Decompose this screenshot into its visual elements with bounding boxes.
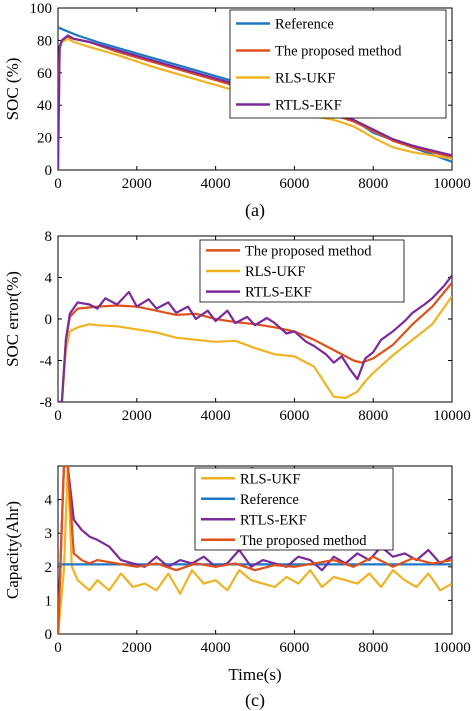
series-line-proposed bbox=[58, 466, 452, 634]
legend-box bbox=[229, 9, 447, 119]
x-axis-label: Time(s) bbox=[228, 665, 281, 684]
x-tick-label: 6000 bbox=[279, 640, 309, 656]
y-tick-label: -4 bbox=[40, 354, 53, 370]
y-tick-label: 0 bbox=[45, 627, 53, 643]
y-tick-label: 40 bbox=[37, 98, 52, 114]
y-tick-label: 80 bbox=[37, 33, 52, 49]
x-tick-label: 6000 bbox=[279, 176, 309, 192]
legend-entry-label: The proposed method bbox=[245, 243, 372, 259]
y-tick-label: 4 bbox=[45, 271, 53, 287]
x-tick-label: 8000 bbox=[358, 408, 388, 424]
panel-caption: (c) bbox=[245, 690, 265, 711]
legend-entry-label: RLS-UKF bbox=[245, 264, 305, 280]
x-tick-label: 0 bbox=[54, 640, 62, 656]
y-axis-label: SOC error(%) bbox=[3, 271, 22, 367]
y-tick-label: 2 bbox=[45, 560, 53, 576]
legend-entry-label: RTLS-EKF bbox=[275, 98, 342, 114]
chart-panel-2: 0 2000 4000 6000 8000 10000 -8 -4 0 4 8 SOC error(%… bbox=[3, 229, 471, 485]
legend: Reference The proposed method RLS-UKF RTLS-… bbox=[229, 9, 447, 119]
x-tick-label: 2000 bbox=[122, 640, 152, 656]
legend-entry-label: The proposed method bbox=[275, 44, 402, 60]
legend-box bbox=[194, 467, 394, 551]
series-line-proposed bbox=[58, 36, 452, 170]
x-tick-label: 8000 bbox=[358, 176, 388, 192]
y-tick-label: 60 bbox=[37, 66, 52, 82]
x-tick-label: 2000 bbox=[122, 176, 152, 192]
y-axis-label: SOC (%) bbox=[3, 58, 22, 121]
legend-entry-label: RTLS-EKF bbox=[245, 285, 312, 301]
y-tick-label: 0 bbox=[45, 163, 53, 179]
panel-caption: (a) bbox=[245, 200, 265, 221]
x-tick-label: 4000 bbox=[201, 408, 231, 424]
legend-entry-label: RLS-UKF bbox=[240, 471, 300, 487]
legend-entry-label: Reference bbox=[275, 17, 334, 33]
y-tick-label: 1 bbox=[45, 593, 53, 609]
x-tick-label: 4000 bbox=[201, 176, 231, 192]
x-tick-label: 2000 bbox=[122, 408, 152, 424]
x-tick-label: 10000 bbox=[433, 176, 471, 192]
x-tick-label: 4000 bbox=[201, 640, 231, 656]
chart-panel-1: 0 2000 4000 6000 8000 10000 0 20 40 60 80 100 SOC (%… bbox=[3, 1, 471, 221]
series-line-rtls-ekf bbox=[58, 274, 452, 402]
legend-entry-label: Reference bbox=[240, 492, 299, 508]
x-tick-label: 6000 bbox=[279, 408, 309, 424]
plot-area-frame bbox=[57, 465, 453, 635]
y-tick-label: 20 bbox=[37, 131, 52, 147]
x-tick-label: 10000 bbox=[433, 408, 471, 424]
y-tick-label: -8 bbox=[40, 395, 53, 411]
legend-entry-label: RTLS-EKF bbox=[240, 512, 307, 528]
series-line-rls-ukf bbox=[58, 466, 452, 634]
x-tick-label: 10000 bbox=[433, 640, 471, 656]
y-tick-label: 4 bbox=[45, 493, 53, 509]
y-axis-label: Capacity(Ahr) bbox=[3, 501, 22, 599]
legend-entry-label: RLS-UKF bbox=[275, 71, 335, 87]
y-tick-label: 0 bbox=[45, 312, 53, 328]
legend: The proposed method RLS-UKF RTLS-EKF bbox=[199, 239, 405, 303]
chart-panel-3: 0 2000 4000 6000 8000 10000 0 1 2 3 4 Capacity(Ahr)… bbox=[3, 465, 471, 711]
x-tick-label: 0 bbox=[54, 176, 62, 192]
x-tick-label: 8000 bbox=[358, 640, 388, 656]
y-tick-label: 100 bbox=[30, 1, 53, 17]
x-tick-label: 0 bbox=[54, 408, 62, 424]
y-tick-label: 8 bbox=[45, 229, 53, 245]
series-line-rls-ukf bbox=[58, 295, 452, 402]
y-tick-label: 3 bbox=[45, 526, 53, 542]
legend-entry-label: The proposed method bbox=[240, 533, 367, 549]
series-line-rtls-ekf bbox=[58, 34, 452, 170]
legend: RLS-UKF Reference RTLS-EKF The proposed met… bbox=[194, 467, 394, 551]
